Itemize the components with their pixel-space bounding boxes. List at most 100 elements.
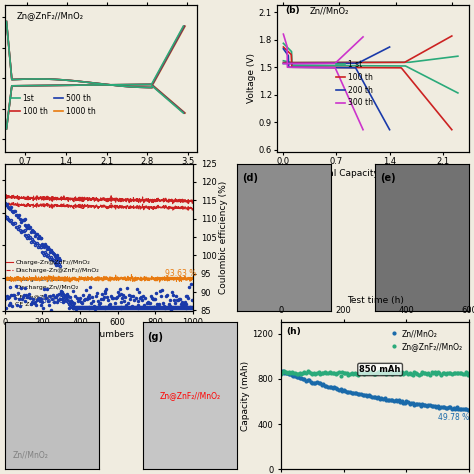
Zn//MnO₂: [396, 397, 401, 403]
1st: [115, 83, 120, 89]
300 th: [328, 65, 333, 71]
1 st: [384, 63, 390, 69]
Line: Charge-Zn@ZnF₂//MnO₂: Charge-Zn@ZnF₂//MnO₂: [5, 194, 193, 204]
Zn//MnO₂: [278, 368, 284, 374]
Charge-Zn//MnO₂: [19, 217, 25, 223]
CE Zn@ZnF₂: [2, 274, 8, 280]
CE Zn@ZnF₂: [190, 276, 196, 282]
500 th: [132, 84, 138, 90]
Charge-Zn//MnO₂: [70, 304, 75, 310]
Line: 1 st: 1 st: [283, 43, 458, 93]
Text: Zn@ZnF₂//MnO₂: Zn@ZnF₂//MnO₂: [17, 11, 83, 20]
Line: 1st: 1st: [7, 22, 183, 113]
CE Zn@ZnF₂: [169, 275, 174, 281]
CE Zn: [104, 286, 109, 292]
Text: 49.78 %: 49.78 %: [438, 413, 469, 422]
Zn@ZnF₂//MnO₂: [281, 368, 287, 374]
100 th: [181, 110, 187, 116]
Charge-Zn//MnO₂: [175, 304, 181, 310]
200 th: [344, 65, 349, 71]
200 th: [387, 127, 392, 133]
Discharge-Zn@ZnF₂//MnO₂: [190, 205, 196, 211]
Charge-Zn//MnO₂: [105, 304, 110, 310]
Line: Discharge-Zn@ZnF₂//MnO₂: Discharge-Zn@ZnF₂//MnO₂: [5, 202, 193, 210]
100 th: [133, 84, 138, 90]
Text: (e): (e): [380, 173, 395, 183]
CE Zn: [19, 296, 25, 302]
1 st: [281, 40, 286, 46]
Discharge-Zn@ZnF₂//MnO₂: [2, 199, 8, 205]
1st: [181, 110, 186, 116]
X-axis label: Test time (h): Test time (h): [346, 296, 403, 305]
1000 th: [182, 110, 188, 116]
Y-axis label: Coulombic efficiency (%): Coulombic efficiency (%): [219, 181, 228, 293]
CE Zn@ZnF₂: [182, 276, 187, 282]
1000 th: [133, 84, 139, 90]
Discharge-Zn@ZnF₂//MnO₂: [148, 206, 154, 212]
Charge-Zn@ZnF₂//MnO₂: [181, 198, 187, 203]
Discharge-Zn@ZnF₂//MnO₂: [40, 201, 46, 207]
100 th: [25, 76, 31, 82]
Charge-Zn//MnO₂: [82, 304, 88, 310]
Line: Zn//MnO₂: Zn//MnO₂: [280, 370, 471, 412]
300 th: [329, 65, 335, 71]
X-axis label: Areal Capacity (mAh·cm⁻²): Areal Capacity (mAh·cm⁻²): [40, 169, 162, 178]
CE Zn: [190, 297, 196, 303]
Line: 300 th: 300 th: [283, 34, 363, 130]
Text: (b): (b): [286, 6, 301, 15]
Text: (h): (h): [287, 327, 301, 336]
100 th: [115, 83, 121, 89]
Zn@ZnF₂//MnO₂: [408, 371, 414, 377]
300 th: [281, 31, 286, 37]
Zn//MnO₂: [297, 375, 302, 381]
100 th: [381, 65, 386, 71]
Discharge-Zn//MnO₂: [72, 305, 77, 310]
100 th: [4, 19, 9, 25]
Text: 93.63 %: 93.63 %: [165, 269, 196, 278]
1000 th: [133, 84, 138, 90]
CE Zn: [81, 297, 87, 303]
Charge-Zn@ZnF₂//MnO₂: [190, 199, 196, 204]
Zn//MnO₂: [454, 404, 460, 410]
X-axis label: Areal Capacity (mAh·cm⁻²): Areal Capacity (mAh·cm⁻²): [312, 169, 434, 178]
1 st: [439, 82, 445, 87]
200 th: [377, 109, 383, 114]
Discharge-Zn//MnO₂: [70, 305, 75, 310]
1st: [132, 84, 138, 90]
Text: 850 mAh: 850 mAh: [359, 365, 401, 374]
Line: Zn@ZnF₂//MnO₂: Zn@ZnF₂//MnO₂: [280, 370, 471, 377]
Charge-Zn//MnO₂: [72, 304, 77, 310]
1 st: [387, 63, 393, 69]
Line: CE Zn: CE Zn: [4, 283, 194, 316]
Line: 100 th: 100 th: [283, 47, 452, 130]
200 th: [370, 96, 376, 102]
Y-axis label: Voltage (V): Voltage (V): [247, 53, 256, 103]
Charge-Zn//MnO₂: [3, 202, 9, 208]
300 th: [347, 99, 353, 105]
Text: Zn//MnO₂: Zn//MnO₂: [310, 6, 349, 15]
Line: 100 th: 100 th: [7, 22, 184, 113]
Zn@ZnF₂//MnO₂: [278, 372, 284, 377]
300 th: [353, 110, 358, 116]
500 th: [133, 84, 139, 90]
Discharge-Zn@ZnF₂//MnO₂: [13, 201, 19, 206]
500 th: [74, 78, 80, 84]
Discharge-Zn//MnO₂: [19, 228, 25, 234]
1st: [131, 84, 137, 90]
Discharge-Zn//MnO₂: [2, 213, 8, 219]
1 st: [281, 41, 287, 47]
100 th: [433, 108, 439, 113]
300 th: [281, 32, 286, 38]
200 th: [346, 65, 351, 71]
Text: Zn@ZnF₂//MnO₂: Zn@ZnF₂//MnO₂: [159, 391, 220, 400]
CE Zn: [71, 288, 76, 293]
1000 th: [4, 19, 9, 25]
Zn@ZnF₂//MnO₂: [299, 372, 304, 377]
Zn@ZnF₂//MnO₂: [399, 369, 405, 375]
Legend: Zn//MnO₂, Zn@ZnF₂//MnO₂: Zn//MnO₂, Zn@ZnF₂//MnO₂: [387, 326, 465, 354]
Legend: 1st, 100 th, 500 th, 1000 th: 1st, 100 th, 500 th, 1000 th: [10, 94, 96, 116]
Discharge-Zn//MnO₂: [82, 305, 88, 310]
Zn@ZnF₂//MnO₂: [466, 370, 472, 375]
Line: Charge-Zn//MnO₂: Charge-Zn//MnO₂: [4, 202, 194, 308]
CE Zn@ZnF₂: [156, 277, 162, 283]
